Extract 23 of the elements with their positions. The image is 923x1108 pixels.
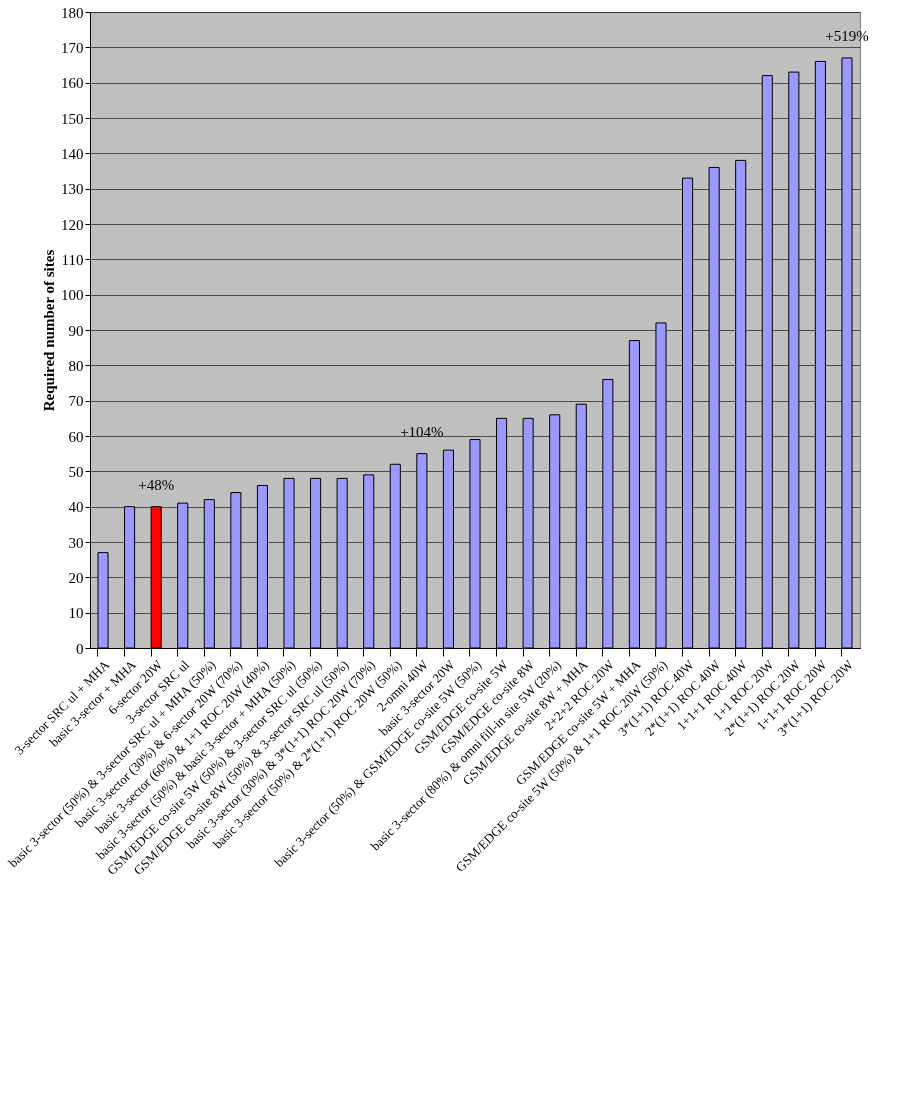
y-tick-label: 100 [61,287,84,304]
annotation: +519% [825,27,869,44]
y-tick-label: 130 [61,181,84,198]
y-tick-label: 10 [68,605,84,622]
y-tick-label: 80 [68,357,84,374]
y-tick-label: 140 [61,145,84,162]
y-tick-label: 150 [61,110,84,127]
y-tick-label: 60 [68,428,84,445]
y-tick-label: 110 [61,251,84,268]
annotation: +104% [400,423,444,440]
y-tick-label: 20 [68,569,84,586]
y-tick-label: 170 [61,39,84,56]
y-tick-label: 70 [68,393,84,410]
y-axis-title: Required number of sites [41,249,57,412]
y-tick-label: 120 [61,216,84,233]
y-tick-label: 160 [61,75,84,92]
y-tick-label: 180 [61,4,84,21]
y-tick-label: 90 [68,322,84,339]
annotation: +48% [138,476,175,493]
y-tick-label: 50 [68,463,84,480]
y-tick-label: 40 [68,499,84,516]
y-tick-label: 0 [76,640,84,657]
y-tick-label: 30 [68,534,84,551]
